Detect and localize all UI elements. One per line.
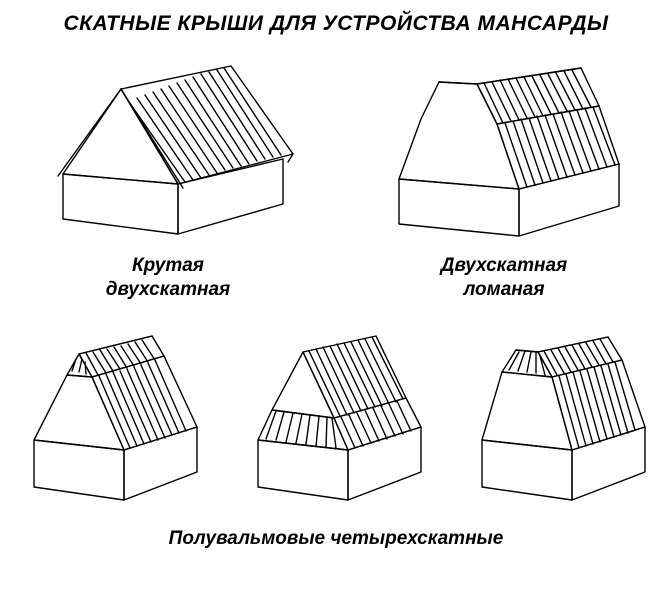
roof-steep-gable-caption: Крутая двухскатная: [106, 254, 231, 302]
roof-half-hip-1: [12, 322, 212, 512]
roof-steep-gable: Крутая двухскатная: [33, 54, 303, 302]
roof-half-hip-1-svg: [12, 322, 212, 512]
bottom-row: [0, 322, 672, 512]
caption-line: ломаная: [463, 279, 544, 300]
roof-half-hip-3: [460, 322, 660, 512]
roof-half-hip-2: [236, 322, 436, 512]
caption-line: Двухскатная: [441, 255, 568, 276]
roof-gambrel: Двухскатная ломаная: [369, 54, 639, 302]
roof-gambrel-svg: [369, 54, 639, 244]
caption-line: Крутая: [132, 255, 204, 276]
caption-line: двухскатная: [106, 279, 231, 300]
page-title: СКАТНЫЕ КРЫШИ ДЛЯ УСТРОЙСТВА МАНСАРДЫ: [0, 0, 672, 36]
roof-half-hip-3-svg: [460, 322, 660, 512]
bottom-caption: Полувальмовые четырехскатные: [0, 528, 672, 550]
roof-half-hip-2-svg: [236, 322, 436, 512]
top-row: Крутая двухскатная: [0, 54, 672, 302]
roof-gambrel-caption: Двухскатная ломаная: [441, 254, 568, 302]
roof-steep-gable-svg: [33, 54, 303, 244]
